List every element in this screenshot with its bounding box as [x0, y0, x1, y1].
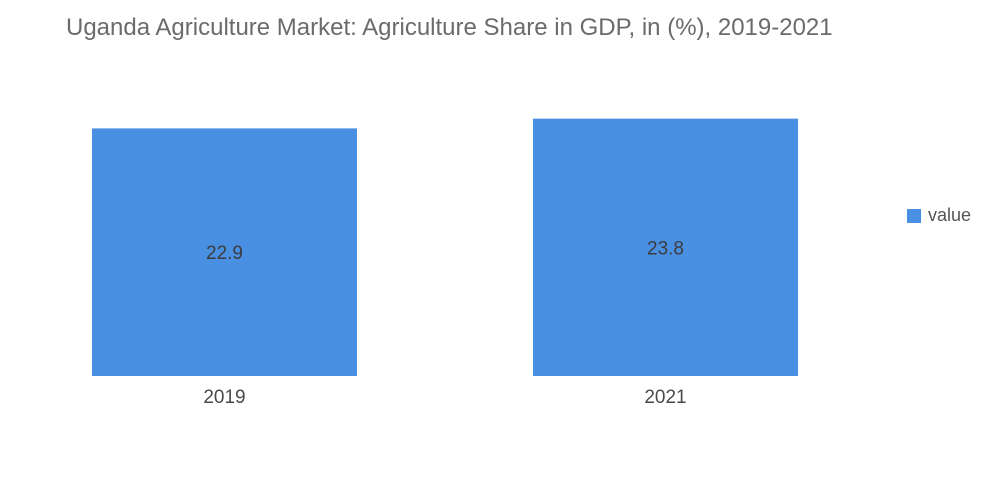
x-tick-label-2021: 2021	[644, 387, 686, 408]
data-label-2019: 22.9	[206, 243, 243, 264]
bar-2019	[92, 128, 357, 376]
data-label-2021: 23.8	[647, 238, 684, 259]
legend-swatch	[907, 208, 921, 223]
bar-2021	[533, 118, 798, 377]
x-tick-label-2019: 2019	[203, 387, 245, 408]
legend: value	[907, 205, 971, 226]
legend-label: value	[928, 205, 972, 225]
chart-title: Uganda Agriculture Market: Agriculture S…	[66, 14, 833, 41]
